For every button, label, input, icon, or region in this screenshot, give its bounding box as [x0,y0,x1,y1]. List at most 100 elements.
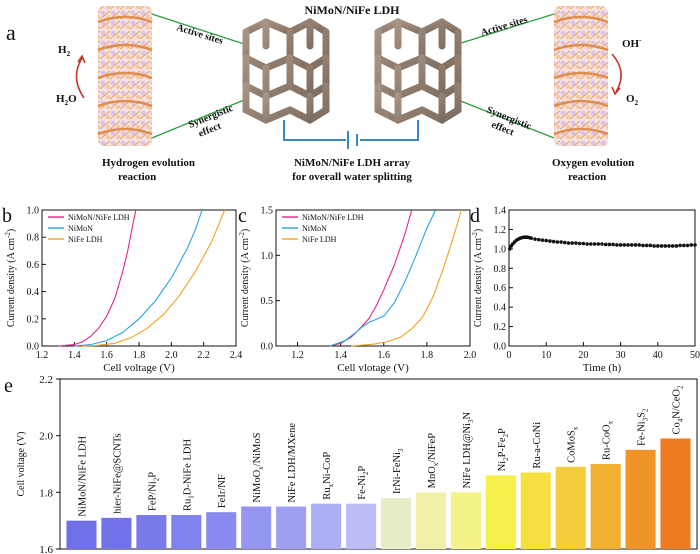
bar-label: MnOx/NiFeP [427,433,440,489]
data-point [585,242,589,246]
her-products: H2 H2O [56,44,86,107]
power-circuit [283,120,419,149]
data-point [633,243,638,247]
bar [171,515,202,549]
data-point [659,244,664,248]
y-tick-label: 0.2 [27,314,40,325]
bar [276,506,307,549]
panel-c-letter: c [238,205,247,227]
x-tick-label: 2.4 [230,350,243,361]
data-point [652,244,656,248]
x-tick-label: 1.6 [378,350,391,361]
left-active-sites-line [151,13,245,45]
bar-label: Fe-Ni3S2 [637,408,650,446]
data-point [626,243,630,247]
her-catalyst-illustration [97,6,153,146]
series-line-3 [351,209,462,347]
right-nanoarray-electrode [374,17,462,125]
right-active-sites-line [457,13,555,45]
x-tick-label: 1.8 [133,350,146,361]
y-tick-label: 0.4 [494,303,507,314]
y-tick-label: 1.4 [494,206,507,217]
panel-d-letter: d [470,205,480,227]
x-tick-label: 1.6 [100,350,113,361]
x-tick-label: 2.2 [197,350,210,361]
y-tick-label: 0.6 [494,283,507,294]
x-tick-label: 40 [653,350,663,361]
bar-label: NiFe LDH/MXene [287,423,298,503]
bar-label: RuxNi-CoP [322,452,335,500]
right-synergistic-line [457,99,555,139]
her-curved-arrow [75,57,85,99]
right-active-sites-label: Active sites [480,14,529,39]
x-tick-label: 1.8 [421,350,434,361]
bar [380,498,411,549]
y-tick-label: 0.5 [261,296,274,307]
x-tick-label: 1.2 [291,350,304,361]
panel-a: a NiMoN/NiFe LDH H2 H2O OH- O2 [6,3,642,183]
left-nanoarray-electrode [242,17,330,125]
bar [206,512,237,549]
bar-label: Ru1D-NiFe LDH [182,439,195,511]
bar [660,438,691,549]
data-point [551,239,556,244]
y-tick-label: 1.5 [261,206,274,217]
svg-text:O2: O2 [626,93,639,107]
y-tick-label: 0.0 [494,342,507,353]
series-line-1 [329,209,413,347]
bar [415,492,446,549]
data-point [644,243,649,248]
legend-label: NiMoN [302,224,327,233]
left-synergistic-label: Synergisticeffect [187,103,240,142]
y-tick-label: 1.6 [39,544,53,554]
bar-label: Ru-CoOx [602,420,615,460]
plot-frame [508,209,696,347]
data-point [667,244,671,248]
bar-label: FeP/Ni2P [147,472,160,511]
data-point [618,243,623,247]
x-axis-label: Cell vlotage (V) [337,362,409,374]
y-tick-label: 0.4 [27,287,40,298]
data-point [622,243,627,247]
data-point [536,237,541,242]
data-point [555,240,560,244]
bar [136,515,167,549]
chart-c: c 1.2 1.4 1.6 1.8 2.0 0.0 0.5 1.0 1.5 Cell vlotage… [238,205,476,374]
chart-b: b 1.2 1.4 1.6 1.8 2.0 2.2 2.4 0.0 0.2 0.4 0.6 0.8 1.0… [2,205,242,374]
legend-label: NiMoN [68,224,93,233]
data-point [529,236,534,240]
x-tick-label: 50 [690,350,700,361]
y-tick-label: 1.0 [27,206,40,217]
data-point [507,247,512,251]
right-synergistic-label: Synergisticeffect [480,105,533,144]
data-point [682,243,686,248]
oer-products: OH- O2 [611,36,642,107]
x-tick-label: 2.0 [165,350,178,361]
series-line-2 [329,209,436,347]
chart-d: d 0 10 20 30 40 50 0.0 0.2 0.4 0.6 0.8 1.0 1.2 1.4 Time… [470,205,700,374]
bar-label: Ru-a-CoNi [532,422,543,469]
data-point [663,244,668,248]
bar [346,503,377,549]
data-point [559,240,563,244]
oer-curved-arrow [611,53,622,93]
svg-text:H2O: H2O [56,93,77,107]
panel-a-title: NiMoN/NiFe LDH [305,3,401,17]
x-tick-label: 1.4 [68,350,81,361]
data-point [693,243,697,247]
plot-frame [59,378,698,550]
oer-label: Oxygen evolution reaction [552,157,634,183]
y-tick-label: 0.6 [27,260,40,271]
bar [555,466,586,549]
chart-e: e 1.6 1.8 2.0 2.2 Cell voltage (V) NiMoN/NiFe … [4,374,698,554]
bar [590,464,621,549]
y-axis-label: Current density (A cm-2) [4,229,17,327]
y-tick-label: 1.0 [494,244,507,255]
y-tick-label: 0.0 [261,342,274,353]
oer-catalyst-illustration [553,6,609,146]
data-point [637,243,641,247]
y-tick-label: 2.2 [39,374,53,386]
left-synergistic-line [151,99,245,139]
data-point [603,242,608,247]
